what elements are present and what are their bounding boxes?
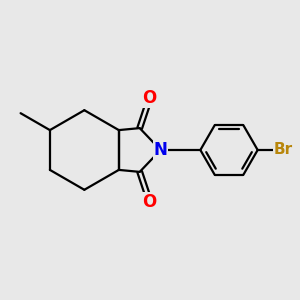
- Text: O: O: [142, 193, 157, 211]
- Text: O: O: [142, 89, 157, 107]
- Text: Br: Br: [274, 142, 293, 158]
- Text: N: N: [154, 141, 167, 159]
